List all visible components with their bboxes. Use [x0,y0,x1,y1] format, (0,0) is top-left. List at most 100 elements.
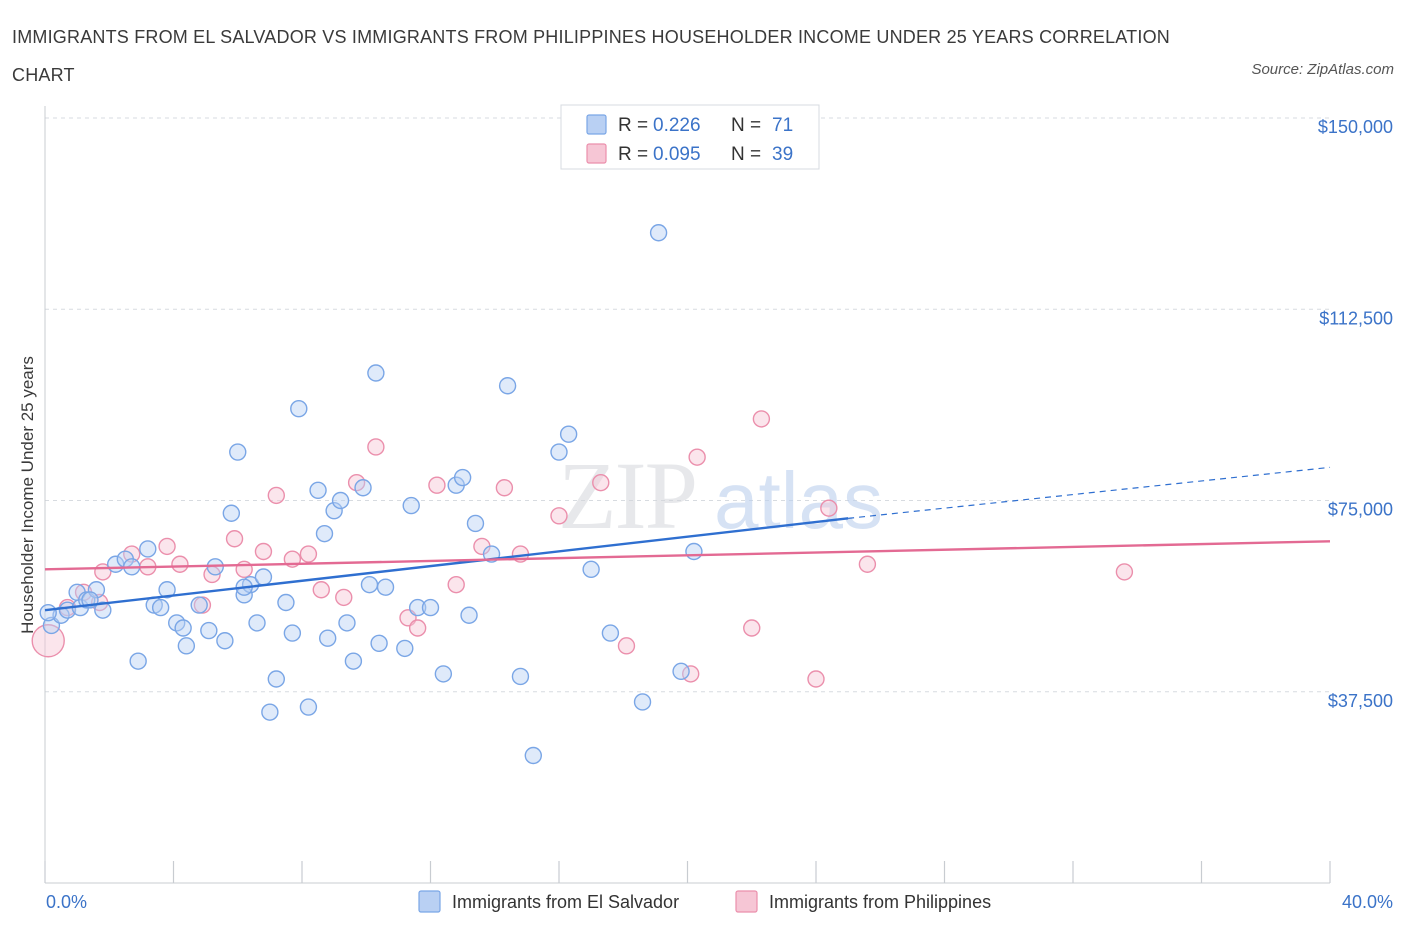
el-salvador-point-32 [283,624,302,642]
el-salvador-points [39,224,703,765]
el-salvador-point-36 [315,524,334,543]
legend-n-value-1: 39 [772,144,793,165]
philippines-point-8 [171,555,189,573]
el-salvador-point-64 [633,693,652,711]
y-tick-label-3: $150,000 [1318,117,1393,137]
philippines-point-23 [428,476,446,494]
y-axis-label: Householder Income Under 25 years [18,356,37,634]
chart-title: IMMIGRANTS FROM EL SALVADOR VS IMMIGRANT… [12,27,1170,85]
el-salvador-point-30 [267,670,285,688]
el-salvador-point-33 [290,400,308,418]
legend-n-label-1: N = [731,144,761,165]
y-tick-label-2: $112,500 [1319,308,1393,328]
el-salvador-point-12 [139,540,157,558]
el-salvador-point-63 [601,624,620,642]
philippines-point-38 [1115,563,1134,581]
el-salvador-point-28 [254,568,273,586]
philippines-point-29 [592,473,610,492]
philippines-point-11 [225,530,244,548]
svg-text:ZIP: ZIP [558,442,696,549]
y-tick-label-1: $75,000 [1328,500,1393,520]
el-salvador-point-37 [319,629,337,647]
philippines-point-7 [158,537,176,556]
philippines-trend-line [44,540,1331,571]
x-tick-label-min: 0.0% [46,892,87,912]
philippines-point-34 [752,410,771,428]
legend-swatch-pink [586,143,607,164]
x-tick-label-max: 40.0% [1342,892,1393,912]
philippines-point-36 [820,499,838,517]
bottom-legend-swatch-pink [735,890,758,913]
philippines-point-30 [617,637,636,655]
legend-r-value-0: 0.226 [653,115,701,136]
philippines-point-24 [447,575,465,594]
el-salvador-point-55 [466,514,485,533]
el-salvador-point-62 [582,560,600,579]
el-salvador-point-48 [402,496,420,515]
el-salvador-point-38 [325,502,343,520]
el-salvador-point-6 [87,581,106,599]
x-tick-labels: 0.0% 40.0% [46,892,1393,912]
el-salvador-point-68 [39,604,57,622]
axes [44,106,1331,884]
el-salvador-point-42 [354,479,372,497]
el-salvador-point-65 [649,224,668,242]
el-salvador-point-39 [331,491,350,510]
el-salvador-point-19 [190,596,208,614]
el-salvador-point-50 [421,598,440,617]
el-salvador-point-44 [367,364,385,382]
philippines-point-37 [858,555,877,573]
philippines-point-18 [335,588,353,607]
el-salvador-trend-extension [848,466,1331,519]
legend-n-label-0: N = [731,115,761,136]
el-salvador-point-24 [229,443,247,461]
el-salvador-point-20 [200,621,218,640]
el-salvador-trend-line [44,517,849,612]
el-salvador-point-46 [376,578,395,596]
philippines-point-28 [550,507,568,525]
el-salvador-point-34 [299,698,318,716]
y-tick-label-0: $37,500 [1328,691,1393,711]
el-salvador-point-7 [94,601,112,619]
grid-lines [45,117,1330,693]
trend-lines [44,466,1331,612]
philippines-point-14 [267,486,285,505]
el-salvador-point-22 [216,632,234,650]
philippines-point-35 [807,670,825,688]
el-salvador-point-61 [559,425,578,443]
legend-r-label-0: R = [618,115,648,136]
chart-source: Source: ZipAtlas.com [1251,61,1394,78]
bottom-legend-label-blue: Immigrants from El Salvador [452,892,679,912]
bottom-legend-swatch-blue [418,890,441,913]
philippines-point-16 [299,545,318,563]
legend-n-value-0: 71 [772,115,793,136]
philippines-point-13 [254,542,273,561]
el-salvador-point-57 [498,377,517,395]
bottom-legend: Immigrants from El Salvador Immigrants fr… [418,890,991,913]
el-salvador-point-58 [511,667,530,686]
bottom-legend-label-pink: Immigrants from Philippines [769,892,991,912]
el-salvador-point-31 [277,593,295,612]
el-salvador-point-45 [370,634,388,652]
el-salvador-point-41 [344,652,363,670]
philippines-point-22 [408,619,427,637]
el-salvador-point-49 [408,598,427,617]
el-salvador-point-29 [261,703,279,721]
legend-r-value-1: 0.095 [653,144,701,165]
el-salvador-point-51 [434,665,453,683]
philippines-point-17 [312,581,330,599]
el-salvador-point-35 [309,481,327,499]
legend-swatch-blue [586,114,607,135]
el-salvador-point-53 [453,468,472,487]
el-salvador-point-43 [360,575,379,594]
el-salvador-point-18 [177,637,196,655]
el-salvador-point-60 [550,443,568,461]
el-salvador-point-67 [685,542,703,561]
el-salvador-point-17 [174,619,192,637]
el-salvador-point-14 [151,598,170,617]
el-salvador-point-23 [222,504,241,522]
el-salvador-point-47 [396,639,414,658]
el-salvador-point-59 [524,746,542,765]
stats-legend: R = 0.226 N = 71 R = 0.095 N = 39 [560,104,820,170]
